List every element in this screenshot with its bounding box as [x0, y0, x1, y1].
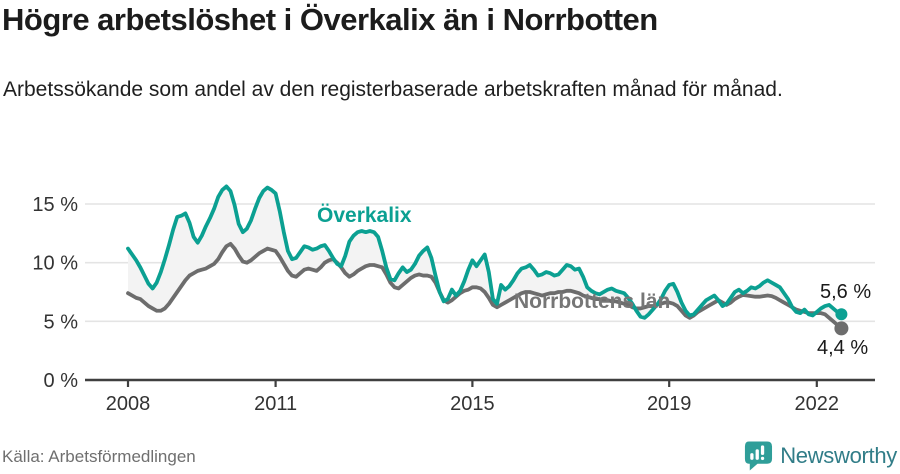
series-line-norrbotten	[126, 241, 844, 331]
series-label-norrbotten: Norrbottens län	[514, 290, 671, 313]
newsworthy-wordmark: Newsworthy	[780, 443, 897, 468]
x-tick-label-2008: 2008	[106, 393, 151, 415]
end-value-overkalix: 5,6 %	[820, 281, 872, 303]
x-tick-label-2015: 2015	[450, 393, 495, 415]
unemployment-chart: 0 % 5 % 10 % 15 % 2008 2011 2015 2019 2022	[0, 160, 900, 425]
y-tick-label-5: 5 %	[44, 311, 79, 333]
newsworthy-logo[interactable]: Newsworthy	[743, 440, 897, 472]
end-value-norrbotten: 4,4 %	[817, 337, 869, 359]
y-tick-label-15: 15 %	[32, 194, 78, 216]
end-dot-overkalix	[835, 308, 848, 321]
line-chart-svg: 0 % 5 % 10 % 15 % 2008 2011 2015 2019 2022	[32, 184, 875, 415]
chart-subtitle: Arbetssökande som andel av den registerb…	[3, 78, 783, 101]
y-tick-label-10: 10 %	[32, 253, 78, 275]
x-tick-label-2022: 2022	[795, 393, 840, 415]
source-text: Källa: Arbetsförmedlingen	[2, 447, 196, 466]
newsworthy-icon	[745, 441, 773, 471]
end-dot-norrbotten	[834, 321, 849, 336]
y-tick-label-0: 0 %	[44, 370, 79, 392]
page-title: Högre arbetslöshet i Överkalix än i Norr…	[2, 2, 658, 37]
series-label-overkalix: Överkalix	[317, 204, 412, 227]
series-line-overkalix	[126, 184, 844, 320]
x-tick-label-2011: 2011	[254, 393, 297, 415]
x-tick-label-2019: 2019	[647, 393, 692, 415]
